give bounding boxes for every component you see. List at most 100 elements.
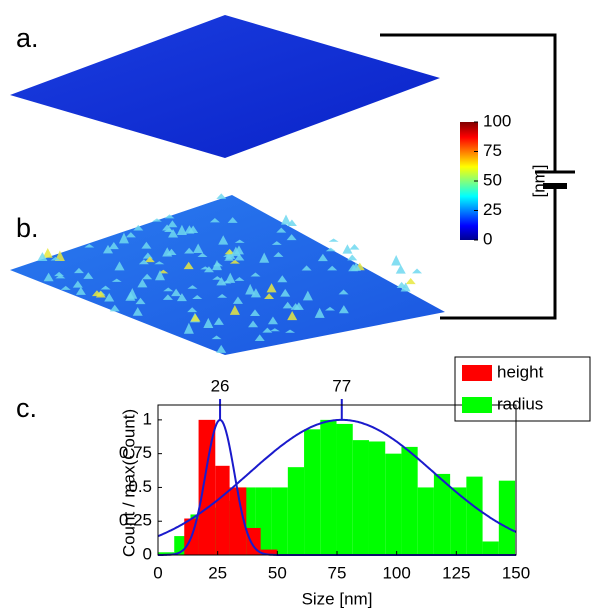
peak [271,241,282,245]
y-tick-label: 0.75 [119,443,152,462]
peak [351,262,362,271]
peak [142,252,153,259]
peak [223,253,234,257]
peak [184,225,195,234]
bar [466,476,483,555]
peak [211,335,222,340]
bar [215,465,230,555]
peak [224,248,235,255]
peak [327,265,338,271]
y-tick-label: 1 [143,409,152,428]
peak [183,261,194,270]
peak [192,294,203,300]
peak [114,261,125,271]
bar [352,440,369,555]
peak [73,267,84,274]
peak [75,286,86,295]
peak [125,291,136,301]
peak [282,301,293,309]
peak [412,268,423,274]
peak [193,243,204,254]
peak [109,304,120,312]
fit-curve [157,418,517,538]
peak [164,214,175,219]
peak [187,285,198,289]
peak [396,281,407,289]
peak [342,244,353,254]
bar [385,453,402,555]
peak [266,283,277,293]
bar [198,419,216,555]
peak [42,247,53,258]
bar [246,527,261,555]
peak [286,234,297,241]
peak [227,217,238,223]
bar [482,541,499,555]
peak [135,297,146,305]
surface-b [10,195,445,355]
panel-label: a. [16,23,39,53]
peak [111,278,122,282]
bar [271,487,288,555]
y-tick-label: 0.5 [128,477,152,496]
peak [83,272,94,279]
peak [280,288,291,297]
peak [60,285,71,290]
peak [325,247,336,252]
x-tick-label: 0 [153,563,162,582]
peak [248,320,259,328]
x-tick-label: 100 [382,563,410,582]
x-tick-label: 125 [442,563,470,582]
peak [234,276,245,281]
peak [281,214,292,225]
legend-swatch [462,397,492,413]
peak [84,244,95,248]
peak [347,254,358,261]
peak [267,316,278,325]
peak [55,274,66,279]
x-tick-label: 150 [502,563,530,582]
colorbar-tick-label: 50 [483,170,502,189]
panel-label: b. [16,213,39,243]
peak [302,290,313,301]
peak [245,283,256,295]
peak [218,235,229,245]
peak [162,247,173,257]
bar [229,487,247,555]
panel-label: c. [16,393,37,423]
y-tick-label: 0 [143,544,152,563]
peak [54,271,65,277]
surface-b-peaks [37,193,423,353]
bar [401,446,418,555]
bar [417,487,434,555]
peak [118,232,129,244]
peak [285,329,296,333]
peak [151,218,162,222]
peak [259,252,270,263]
peak [217,293,228,298]
peak [395,264,406,274]
colorbar [460,122,478,240]
colorbar-tick-label: 75 [483,141,502,160]
peak-label: 26 [211,376,230,395]
y-axis-label: Count / max(Count) [119,409,138,557]
x-tick-label: 50 [268,563,287,582]
peak [232,296,243,304]
peak [229,259,240,264]
peak [314,307,325,318]
peak [141,241,152,249]
peak [167,220,178,228]
y-tick-label: 0.25 [119,511,152,530]
legend-label: height [497,362,544,381]
peak [262,327,273,333]
bar [450,487,467,555]
peak [277,275,288,283]
bar [158,552,175,555]
peak [211,260,222,271]
peak [269,328,280,332]
peak [154,261,165,265]
peak [349,243,360,250]
colorbar-label: [nm] [529,164,548,197]
peak [213,317,224,325]
colorbar-tick-label: 0 [483,229,492,248]
